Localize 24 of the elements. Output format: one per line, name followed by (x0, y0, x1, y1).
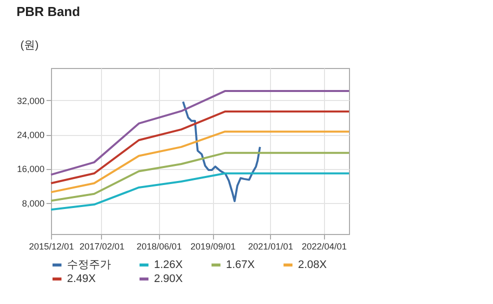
x-tick-label: 2015/12/01 (28, 242, 74, 252)
legend-label: 2.08X (298, 259, 328, 271)
legend-label: 1.67X (226, 259, 256, 271)
x-tick-label: 2018/06/01 (136, 242, 182, 252)
y-tick-label: 32,000 (16, 96, 44, 106)
y-tick-label: 16,000 (16, 164, 44, 174)
x-tick-label: 2017/02/01 (79, 242, 124, 252)
line-series (182, 100, 261, 202)
legend-label: 2.90X (154, 273, 184, 285)
x-tick-label: 2022/04/01 (302, 242, 347, 252)
legend-label: 1.26X (154, 259, 184, 271)
legend-label: 2.49X (67, 273, 96, 285)
chart-title: PBR Band (16, 4, 80, 19)
x-tick-label: 2019/09/01 (190, 242, 236, 252)
x-tick-label: 2021/01/01 (248, 242, 294, 252)
line-series (50, 90, 350, 176)
legend-label: 수정주가 (67, 259, 111, 271)
y-tick-label: 8,000 (22, 198, 44, 208)
line-series (50, 110, 350, 184)
line-series (50, 152, 350, 202)
line-series (50, 130, 350, 194)
y-tick-label: 24,000 (16, 130, 44, 140)
y-axis-title: (원) (20, 40, 39, 52)
line-series (50, 172, 350, 211)
